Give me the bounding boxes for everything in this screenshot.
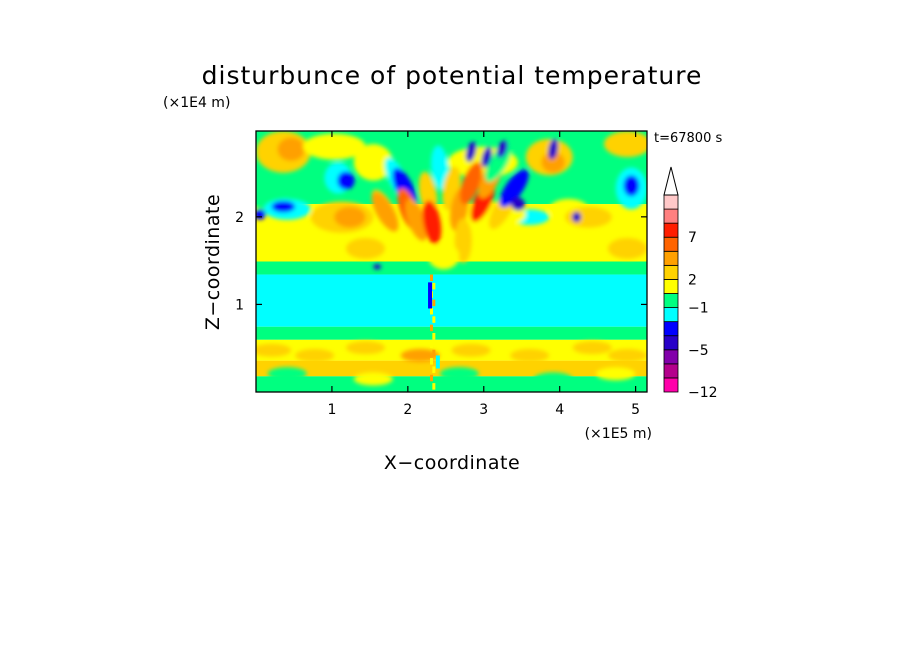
contour-patch: [596, 367, 636, 381]
contour-patches: [256, 131, 647, 386]
contour-patch: [607, 348, 647, 362]
contour-patch: [603, 131, 647, 158]
colorbar-level: [663, 279, 679, 294]
contour-patch: [571, 211, 582, 223]
contour-patch: [499, 169, 529, 208]
colorbar-tick-label: −1: [688, 301, 709, 317]
x-tick-label: 2: [403, 402, 412, 418]
colorbar-tick-label: 2: [688, 272, 697, 288]
chart-title: disturbunce of potential temperature: [202, 61, 703, 90]
contour-patch: [510, 348, 550, 362]
column-streak: [429, 358, 433, 365]
column-streak: [429, 274, 433, 282]
column-streak: [429, 324, 433, 332]
column-streak: [432, 366, 436, 373]
contour-patch: [481, 146, 492, 168]
column-streak: [428, 282, 433, 309]
colorbar-level: [663, 363, 679, 379]
contour-patch: [353, 372, 393, 386]
colorbar-level: [663, 349, 679, 365]
colorbar-level: [663, 208, 679, 224]
contour-patch: [465, 141, 477, 163]
contour-patch: [345, 238, 386, 259]
contour-patch: [345, 341, 386, 355]
column-streak: [432, 282, 436, 290]
contour-patch: [541, 151, 565, 173]
x-axis-label: X−coordinate: [384, 452, 520, 474]
contour-patch: [277, 137, 305, 162]
contour-patch: [607, 238, 647, 259]
column-streak: [432, 383, 436, 390]
column-streak: [432, 349, 436, 357]
contour-patch: [256, 343, 292, 357]
colorbar-level: [663, 194, 679, 210]
contour-patch: [451, 343, 491, 357]
contour-patch: [439, 367, 479, 381]
colorbar: −12−5−127: [663, 166, 718, 401]
contour-band: [256, 326, 647, 340]
contour-patch: [271, 200, 296, 213]
contour-patch: [267, 367, 307, 381]
contour-patch: [430, 145, 449, 190]
colorbar-level: [663, 307, 679, 323]
colorbar-level: [663, 236, 679, 252]
contour-patch: [511, 197, 525, 211]
colorbar-level: [663, 335, 679, 351]
colorbar-level: [663, 321, 679, 337]
colorbar-tick-label: 7: [688, 230, 697, 246]
colorbar-extend-arrow: [663, 166, 679, 196]
column-streak: [429, 374, 433, 382]
y-tick-label: 2: [235, 210, 244, 226]
plot-frame: [255, 130, 648, 393]
y-tick-label: 1: [235, 297, 244, 313]
contour-patch: [405, 198, 428, 241]
colorbar-tick-label: −5: [688, 343, 709, 359]
y-unit-label: (×1E4 m): [163, 95, 230, 111]
contour-patch: [623, 175, 640, 197]
x-tick-label: 3: [479, 402, 488, 418]
contour-band: [256, 261, 647, 275]
contour-patch: [295, 348, 335, 362]
column-streak: [429, 307, 433, 315]
contour-patch: [422, 200, 442, 245]
y-axis-label: Z−coordinate: [202, 194, 224, 330]
contour-patch: [428, 243, 460, 270]
colorbar-tick-label: −12: [688, 385, 718, 401]
time-label: t=67800 s: [654, 131, 722, 146]
column-streak: [435, 355, 440, 369]
contour-band: [256, 274, 647, 327]
colorbar-level: [663, 377, 679, 393]
contour-patch: [334, 206, 366, 228]
contour-patch: [548, 138, 559, 160]
x-axis: 1 2 3 4 5: [327, 131, 640, 418]
column-streak: [429, 341, 433, 348]
contour-field: [256, 131, 647, 392]
contour-patch: [496, 140, 508, 159]
colorbar-level: [663, 264, 679, 280]
contour-patch: [373, 264, 382, 270]
contour-patch: [454, 218, 472, 263]
contour-patch: [371, 192, 399, 232]
x-tick-label: 5: [631, 402, 640, 418]
contour-patch: [353, 144, 393, 181]
contour-patch: [572, 341, 612, 355]
column-streak: [432, 333, 436, 340]
contour-patch: [533, 372, 573, 386]
colorbar-level: [663, 250, 679, 266]
colorbar-level: [663, 222, 679, 238]
colorbar-level: [663, 293, 679, 308]
contour-patch: [564, 206, 612, 228]
x-tick-label: 4: [555, 402, 564, 418]
y-axis: 12: [235, 210, 647, 313]
contour-patch: [302, 133, 366, 160]
contour-patch: [337, 171, 355, 190]
contour-patch: [459, 162, 483, 205]
x-unit-label: (×1E5 m): [585, 426, 652, 442]
column-streak: [432, 316, 436, 323]
central-column: [428, 274, 440, 390]
column-streak: [432, 299, 436, 307]
x-tick-label: 1: [327, 402, 336, 418]
